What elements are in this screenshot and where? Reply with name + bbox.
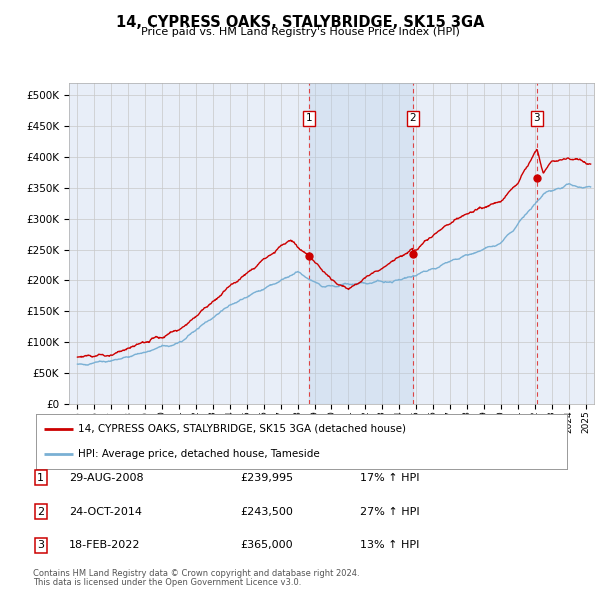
Text: 13% ↑ HPI: 13% ↑ HPI bbox=[360, 540, 419, 550]
Text: 29-AUG-2008: 29-AUG-2008 bbox=[69, 473, 143, 483]
Text: 2: 2 bbox=[410, 113, 416, 123]
Text: 24-OCT-2014: 24-OCT-2014 bbox=[69, 507, 142, 516]
Text: 17% ↑ HPI: 17% ↑ HPI bbox=[360, 473, 419, 483]
Text: £239,995: £239,995 bbox=[240, 473, 293, 483]
Text: 3: 3 bbox=[37, 540, 44, 550]
Text: Price paid vs. HM Land Registry's House Price Index (HPI): Price paid vs. HM Land Registry's House … bbox=[140, 27, 460, 37]
Text: Contains HM Land Registry data © Crown copyright and database right 2024.: Contains HM Land Registry data © Crown c… bbox=[33, 569, 359, 578]
Text: 27% ↑ HPI: 27% ↑ HPI bbox=[360, 507, 419, 516]
Text: 14, CYPRESS OAKS, STALYBRIDGE, SK15 3GA: 14, CYPRESS OAKS, STALYBRIDGE, SK15 3GA bbox=[116, 15, 484, 30]
Text: 3: 3 bbox=[533, 113, 540, 123]
Text: £243,500: £243,500 bbox=[240, 507, 293, 516]
Bar bbox=[309, 83, 413, 404]
Text: 14, CYPRESS OAKS, STALYBRIDGE, SK15 3GA (detached house): 14, CYPRESS OAKS, STALYBRIDGE, SK15 3GA … bbox=[79, 424, 406, 434]
Text: 18-FEB-2022: 18-FEB-2022 bbox=[69, 540, 140, 550]
Text: 2: 2 bbox=[37, 507, 44, 516]
Text: 1: 1 bbox=[305, 113, 312, 123]
Text: HPI: Average price, detached house, Tameside: HPI: Average price, detached house, Tame… bbox=[79, 449, 320, 459]
Text: £365,000: £365,000 bbox=[240, 540, 293, 550]
Text: This data is licensed under the Open Government Licence v3.0.: This data is licensed under the Open Gov… bbox=[33, 578, 301, 588]
Text: 1: 1 bbox=[37, 473, 44, 483]
